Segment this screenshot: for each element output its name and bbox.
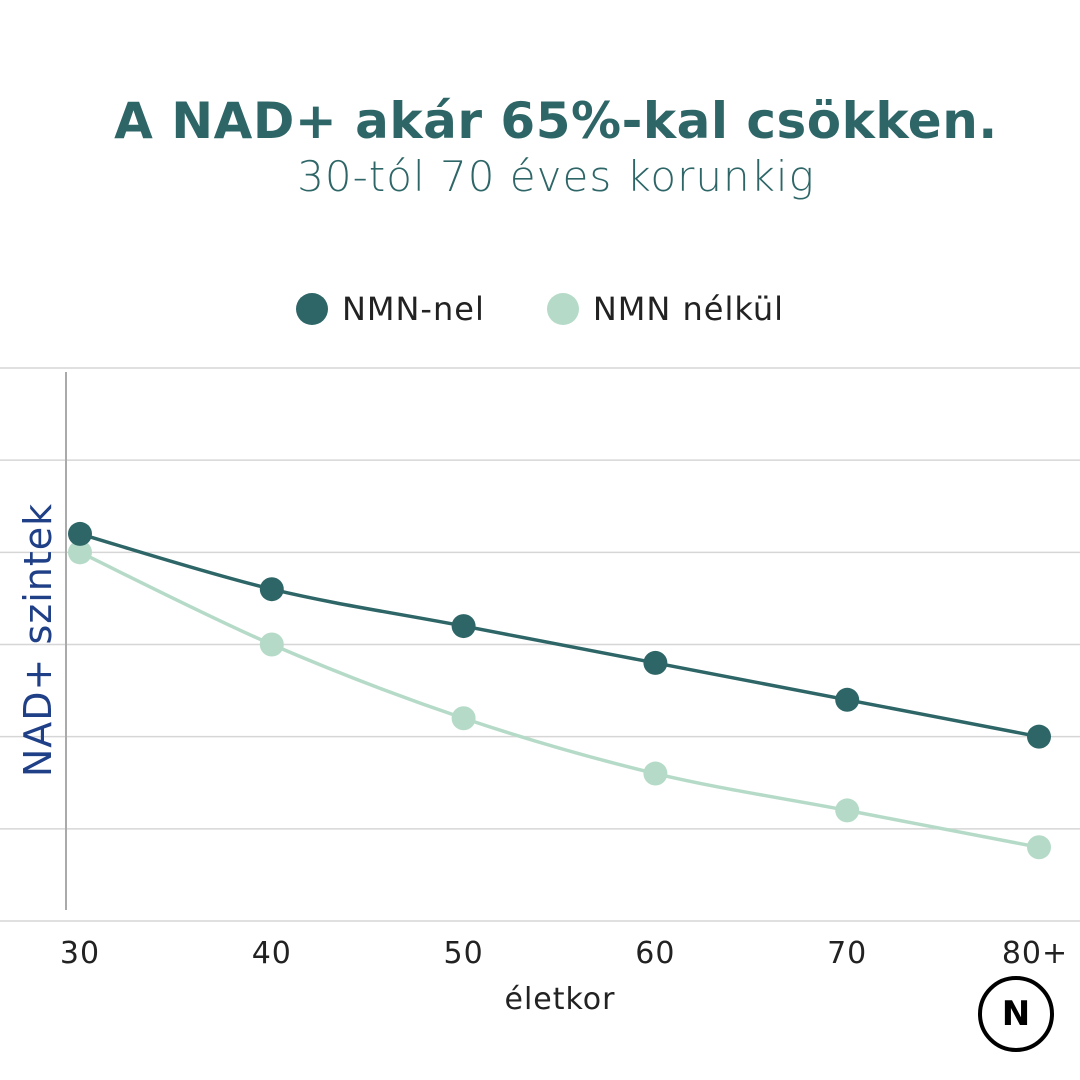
legend-item-with-nmn: NMN-nel [295,290,485,328]
legend-label: NMN nélkül [592,290,785,328]
x-tick-label: 80+ [1002,936,1068,971]
data-point [1027,835,1051,860]
data-point [643,650,668,675]
data-point [1027,724,1051,749]
series-line [79,550,1040,849]
data-point [68,540,92,565]
x-tick-label: 60 [635,936,675,971]
data-point [451,706,476,731]
data-point [259,577,284,602]
chart-title: A NAD+ akár 65%-kal csökken. [114,92,998,150]
series-line [79,532,1040,739]
legend-item-without-nmn: NMN nélkül [546,290,785,328]
data-point [835,798,860,823]
legend-marker-light [546,293,579,325]
x-axis-label: életkor [504,982,616,1017]
x-tick-label: 30 [60,936,100,971]
brand-logo: N [978,976,1054,1052]
data-point [835,687,860,712]
data-point [643,761,668,786]
legend-marker-dark [295,293,328,325]
data-point [259,632,284,657]
chart-subtitle: 30-tól 70 éves korunkig [297,152,815,201]
data-point [451,614,476,639]
logo-letter: N [1001,994,1031,1034]
y-axis-label: NAD+ szintek [16,502,60,778]
data-point [68,521,92,546]
x-tick-label: 70 [827,936,867,971]
x-tick-label: 50 [444,936,484,971]
legend-label: NMN-nel [341,290,485,328]
x-tick-label: 40 [252,936,292,971]
legend: NMN-nel NMN nélkül [0,290,1080,328]
